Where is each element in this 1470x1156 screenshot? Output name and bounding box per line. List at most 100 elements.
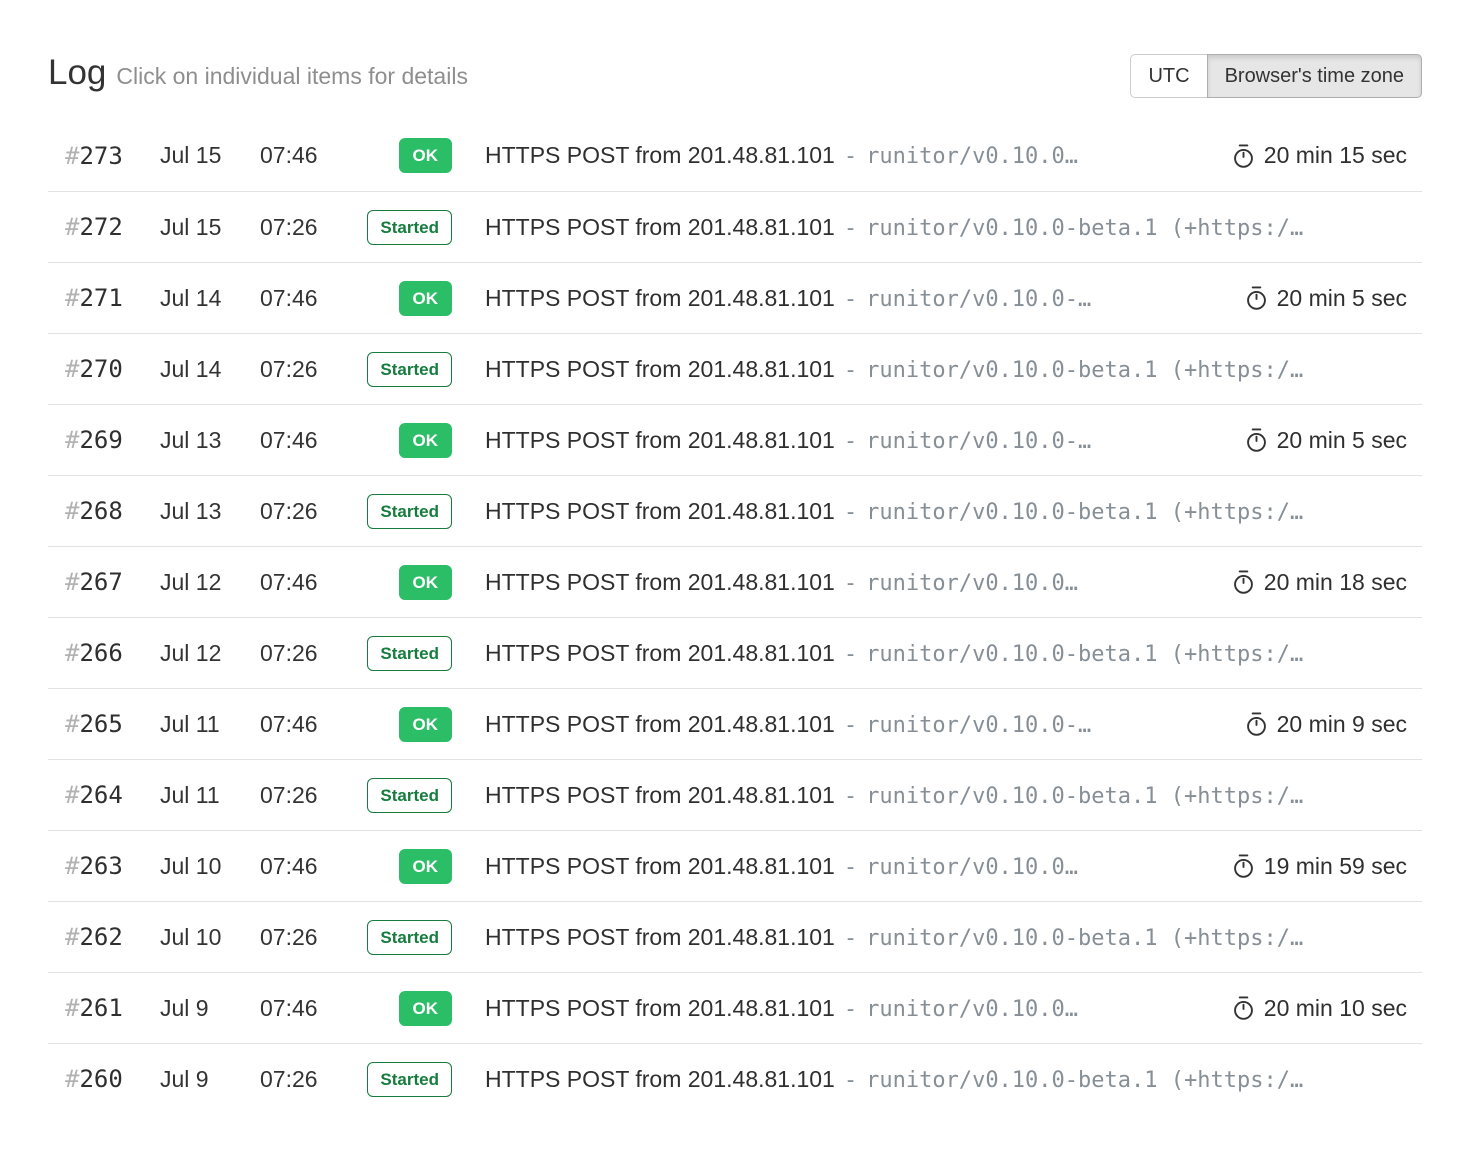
event-description: HTTPS POST from 201.48.81.101- runitor/v0…: [485, 427, 1231, 454]
event-separator: -: [843, 641, 858, 667]
run-date: Jul 13: [160, 426, 222, 453]
status-badge: OK: [398, 706, 452, 742]
run-number-value: 261: [79, 994, 123, 1022]
status-badge: Started: [367, 777, 452, 813]
event-separator: -: [843, 854, 858, 880]
run-time: 07:46: [260, 426, 318, 453]
user-agent-text: runitor/v0.10.0-beta.1 (+https:/…: [866, 357, 1304, 383]
log-row[interactable]: #261 Jul 9 07:46 OK HTTPS POST from 201.…: [48, 972, 1422, 1043]
run-time: 07:46: [260, 142, 318, 168]
log-row[interactable]: #270 Jul 14 07:26 Started HTTPS POST fro…: [48, 333, 1422, 404]
run-time: 07:46: [260, 568, 318, 595]
status-badge-cell: Started: [350, 209, 452, 245]
run-duration: 20 min 9 sec: [1245, 711, 1407, 738]
log-row[interactable]: #269 Jul 13 07:46 OK HTTPS POST from 201…: [48, 404, 1422, 475]
hash-prefix: #: [65, 284, 80, 312]
event-description: HTTPS POST from 201.48.81.101- runitor/v0…: [485, 711, 1231, 738]
run-date: Jul 12: [160, 639, 222, 666]
log-row[interactable]: #273 Jul 15 07:46 OK HTTPS POST from 201…: [48, 120, 1422, 191]
user-agent-text: runitor/v0.10.0-beta.1 (+https:/…: [866, 925, 1304, 951]
log-row[interactable]: #264 Jul 11 07:26 Started HTTPS POST fro…: [48, 759, 1422, 830]
run-date: Jul 12: [160, 568, 222, 595]
log-row[interactable]: #266 Jul 12 07:26 Started HTTPS POST fro…: [48, 617, 1422, 688]
user-agent-text: runitor/v0.10.0-beta.1 (+https:/…: [866, 641, 1304, 667]
hash-prefix: #: [65, 497, 80, 525]
run-number-value: 269: [79, 426, 123, 454]
check-run-number: #272: [65, 213, 160, 241]
run-duration: 20 min 15 sec: [1232, 142, 1407, 169]
run-duration-text: 20 min 15 sec: [1263, 142, 1407, 168]
page-title: Log: [48, 53, 107, 92]
check-run-number: #260: [65, 1065, 160, 1093]
event-description: HTTPS POST from 201.48.81.101- runitor/v0…: [485, 214, 1407, 241]
browser-timezone-button[interactable]: Browser's time zone: [1206, 54, 1422, 98]
hash-prefix: #: [65, 568, 80, 596]
run-time: 07:26: [260, 1065, 318, 1092]
event-source-text: HTTPS POST from 201.48.81.101: [485, 142, 835, 168]
run-date: Jul 10: [160, 923, 222, 950]
user-agent-text: runitor/v0.10.0…: [866, 996, 1079, 1022]
run-date: Jul 15: [160, 213, 222, 240]
status-badge: Started: [367, 635, 452, 671]
status-badge: OK: [398, 990, 452, 1026]
run-date: Jul 11: [160, 781, 220, 808]
run-time: 07:26: [260, 639, 318, 666]
page-header: Log Click on individual items for details…: [48, 53, 1422, 98]
run-date: Jul 10: [160, 852, 222, 879]
run-duration-text: 20 min 9 sec: [1276, 710, 1407, 737]
log-row[interactable]: #263 Jul 10 07:46 OK HTTPS POST from 201…: [48, 830, 1422, 901]
status-badge-cell: OK: [350, 564, 452, 600]
run-duration: 19 min 59 sec: [1232, 853, 1407, 880]
event-source-text: HTTPS POST from 201.48.81.101: [485, 1065, 835, 1092]
event-source-text: HTTPS POST from 201.48.81.101: [485, 923, 835, 950]
run-number-value: 262: [79, 923, 123, 951]
user-agent-text: runitor/v0.10.0-beta.1 (+https:/…: [866, 215, 1304, 241]
event-description: HTTPS POST from 201.48.81.101- runitor/v0…: [485, 498, 1407, 525]
run-time: 07:46: [260, 852, 318, 879]
check-run-number: #268: [65, 497, 160, 525]
log-row[interactable]: #271 Jul 14 07:46 OK HTTPS POST from 201…: [48, 262, 1422, 333]
stopwatch-icon: [1246, 286, 1266, 310]
hash-prefix: #: [65, 141, 80, 170]
event-separator: -: [843, 712, 858, 738]
log-row[interactable]: #267 Jul 12 07:46 OK HTTPS POST from 201…: [48, 546, 1422, 617]
event-separator: -: [843, 428, 858, 454]
hash-prefix: #: [65, 710, 80, 738]
run-duration-text: 20 min 5 sec: [1276, 284, 1407, 311]
log-row[interactable]: #265 Jul 11 07:46 OK HTTPS POST from 201…: [48, 688, 1422, 759]
check-run-number: #262: [65, 923, 160, 951]
timezone-toggle: UTC Browser's time zone: [1130, 54, 1422, 98]
status-badge-cell: OK: [350, 848, 452, 884]
user-agent-text: runitor/v0.10.0-…: [866, 428, 1092, 454]
hash-prefix: #: [65, 781, 80, 809]
log-row[interactable]: #260 Jul 9 07:26 Started HTTPS POST from…: [48, 1043, 1422, 1114]
check-run-number: #265: [65, 710, 160, 738]
run-number-value: 268: [79, 497, 123, 525]
status-badge-cell: Started: [350, 919, 452, 955]
user-agent-text: runitor/v0.10.0-beta.1 (+https:/…: [866, 499, 1304, 525]
page-subtitle: Click on individual items for details: [116, 63, 468, 89]
stopwatch-icon: [1246, 428, 1266, 452]
event-separator: -: [843, 783, 858, 809]
status-badge-cell: Started: [350, 1061, 452, 1097]
hash-prefix: #: [65, 639, 80, 667]
status-badge: Started: [367, 351, 452, 387]
check-run-number: #270: [65, 355, 160, 383]
run-number-value: 265: [79, 710, 123, 738]
check-run-number: #267: [65, 568, 160, 596]
user-agent-text: runitor/v0.10.0-beta.1 (+https:/…: [866, 1067, 1304, 1093]
run-duration: 20 min 5 sec: [1245, 285, 1407, 312]
run-number-value: 260: [79, 1065, 123, 1093]
utc-button[interactable]: UTC: [1130, 54, 1208, 98]
event-source-text: HTTPS POST from 201.48.81.101: [485, 710, 835, 737]
event-description: HTTPS POST from 201.48.81.101- runitor/v0…: [485, 142, 1218, 169]
run-duration: 20 min 5 sec: [1245, 427, 1407, 454]
log-row[interactable]: #268 Jul 13 07:26 Started HTTPS POST fro…: [48, 475, 1422, 546]
log-row[interactable]: #272 Jul 15 07:26 Started HTTPS POST fro…: [48, 191, 1422, 262]
log-row[interactable]: #262 Jul 10 07:26 Started HTTPS POST fro…: [48, 901, 1422, 972]
event-source-text: HTTPS POST from 201.48.81.101: [485, 852, 835, 879]
event-description: HTTPS POST from 201.48.81.101- runitor/v0…: [485, 924, 1407, 951]
status-badge-cell: OK: [350, 280, 452, 316]
stopwatch-icon: [1233, 143, 1253, 168]
run-duration-text: 20 min 10 sec: [1263, 994, 1407, 1021]
